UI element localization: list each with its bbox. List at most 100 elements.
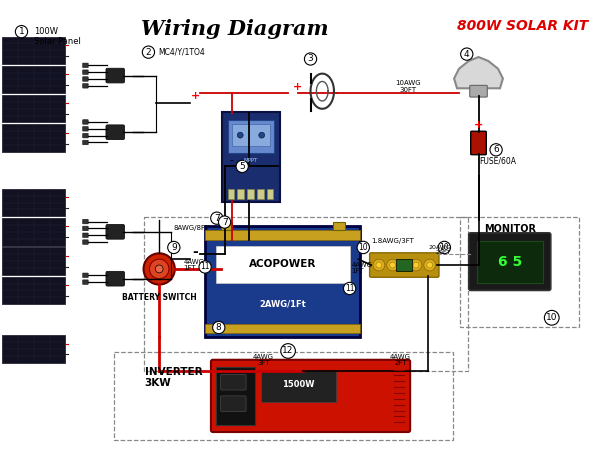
FancyBboxPatch shape xyxy=(2,248,65,275)
Text: Wiring Diagram: Wiring Diagram xyxy=(140,19,328,39)
Text: 5: 5 xyxy=(239,162,245,171)
Text: 4AWG: 4AWG xyxy=(390,354,411,360)
Circle shape xyxy=(149,259,169,279)
Text: 8: 8 xyxy=(216,323,221,332)
FancyBboxPatch shape xyxy=(83,133,88,138)
FancyBboxPatch shape xyxy=(83,63,88,68)
Text: 20AWG: 20AWG xyxy=(428,245,451,250)
FancyBboxPatch shape xyxy=(470,86,487,97)
Text: 7: 7 xyxy=(214,214,220,223)
Text: 4: 4 xyxy=(464,50,470,58)
FancyBboxPatch shape xyxy=(2,277,65,304)
FancyBboxPatch shape xyxy=(83,219,88,224)
FancyBboxPatch shape xyxy=(106,271,125,286)
FancyBboxPatch shape xyxy=(476,241,543,283)
Circle shape xyxy=(155,265,163,273)
FancyBboxPatch shape xyxy=(205,226,361,338)
Text: +: + xyxy=(191,91,200,101)
FancyBboxPatch shape xyxy=(469,233,551,290)
Text: 4AWG: 4AWG xyxy=(184,259,205,265)
Text: INVERTER
3KW: INVERTER 3KW xyxy=(145,367,202,388)
FancyBboxPatch shape xyxy=(237,189,244,198)
FancyBboxPatch shape xyxy=(83,84,88,88)
Text: 10: 10 xyxy=(546,313,557,322)
FancyBboxPatch shape xyxy=(370,253,439,277)
FancyBboxPatch shape xyxy=(221,222,232,230)
Text: 30FT: 30FT xyxy=(400,87,417,93)
Text: MPPT: MPPT xyxy=(244,158,258,162)
FancyBboxPatch shape xyxy=(216,367,255,425)
Text: 6 5: 6 5 xyxy=(497,255,522,269)
FancyBboxPatch shape xyxy=(333,222,345,230)
Text: 1FT: 1FT xyxy=(184,265,196,271)
Text: 11: 11 xyxy=(200,262,210,271)
FancyBboxPatch shape xyxy=(83,240,88,244)
FancyBboxPatch shape xyxy=(216,247,350,283)
FancyBboxPatch shape xyxy=(227,120,274,153)
FancyBboxPatch shape xyxy=(397,259,412,271)
FancyBboxPatch shape xyxy=(261,370,336,402)
FancyBboxPatch shape xyxy=(2,189,65,216)
Text: 2AWG/1Ft: 2AWG/1Ft xyxy=(259,299,306,308)
Text: 100W
Solar Panel: 100W Solar Panel xyxy=(34,27,81,46)
Text: 10: 10 xyxy=(358,243,368,252)
Text: 4AWG: 4AWG xyxy=(352,262,373,268)
FancyBboxPatch shape xyxy=(83,233,88,238)
FancyBboxPatch shape xyxy=(205,324,361,333)
Polygon shape xyxy=(454,57,503,88)
FancyBboxPatch shape xyxy=(2,95,65,122)
Text: 7: 7 xyxy=(222,217,227,226)
Text: 12: 12 xyxy=(283,346,294,356)
Text: 4AWG: 4AWG xyxy=(253,354,274,360)
FancyBboxPatch shape xyxy=(2,66,65,93)
Text: 3: 3 xyxy=(308,54,313,63)
Text: 11: 11 xyxy=(345,284,355,293)
FancyBboxPatch shape xyxy=(227,189,235,198)
FancyBboxPatch shape xyxy=(205,230,361,240)
Text: 1: 1 xyxy=(19,27,25,36)
FancyBboxPatch shape xyxy=(83,70,88,74)
Text: -: - xyxy=(193,245,198,259)
Text: 800W SOLAR KIT: 800W SOLAR KIT xyxy=(457,19,588,33)
Text: 10AWG: 10AWG xyxy=(395,81,421,86)
Text: 2: 2 xyxy=(146,48,151,57)
FancyBboxPatch shape xyxy=(83,273,88,278)
Text: -: - xyxy=(229,156,233,166)
FancyBboxPatch shape xyxy=(106,68,125,83)
Text: FUSE/60A: FUSE/60A xyxy=(479,157,517,166)
FancyBboxPatch shape xyxy=(247,189,254,198)
FancyBboxPatch shape xyxy=(221,396,246,411)
Text: BATTERY SWITCH: BATTERY SWITCH xyxy=(122,293,197,302)
Text: 1FT: 1FT xyxy=(352,268,364,274)
Text: 20FT: 20FT xyxy=(436,250,451,255)
Circle shape xyxy=(413,262,419,268)
Text: 3FT: 3FT xyxy=(257,360,270,366)
Text: 2FT: 2FT xyxy=(394,360,407,366)
FancyBboxPatch shape xyxy=(266,189,274,198)
FancyBboxPatch shape xyxy=(2,335,65,363)
Circle shape xyxy=(143,253,175,284)
FancyBboxPatch shape xyxy=(83,226,88,231)
Circle shape xyxy=(376,262,382,268)
FancyBboxPatch shape xyxy=(83,120,88,124)
Circle shape xyxy=(424,259,436,271)
FancyBboxPatch shape xyxy=(106,225,125,239)
FancyBboxPatch shape xyxy=(221,112,280,202)
Circle shape xyxy=(427,262,433,268)
Text: 10: 10 xyxy=(440,243,449,252)
FancyBboxPatch shape xyxy=(257,189,263,198)
Circle shape xyxy=(387,259,398,271)
Text: +: + xyxy=(474,120,483,130)
Circle shape xyxy=(237,132,243,138)
Text: 8AWG/8FT: 8AWG/8FT xyxy=(174,225,210,231)
Text: +: + xyxy=(293,82,302,92)
Circle shape xyxy=(373,259,385,271)
FancyBboxPatch shape xyxy=(232,124,269,146)
FancyBboxPatch shape xyxy=(83,280,88,284)
FancyBboxPatch shape xyxy=(2,36,65,64)
FancyBboxPatch shape xyxy=(83,126,88,131)
Circle shape xyxy=(410,259,422,271)
FancyBboxPatch shape xyxy=(470,131,487,155)
Text: 6: 6 xyxy=(493,145,499,154)
FancyBboxPatch shape xyxy=(83,77,88,81)
